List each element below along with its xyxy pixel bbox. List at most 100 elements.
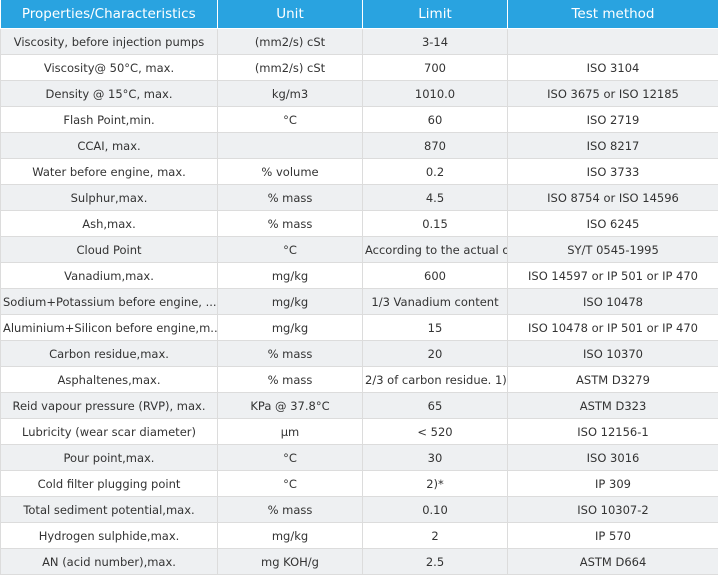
cell-limit: 2/3 of carbon residue. 1)* (363, 367, 508, 393)
cell-unit: % mass (218, 185, 363, 211)
cell-unit: % volume (218, 159, 363, 185)
cell-property: Sodium+Potassium before engine, ... (1, 289, 218, 315)
header-test-method: Test method (508, 0, 718, 29)
cell-test-method: IP 309 (508, 471, 718, 497)
cell-test-method: ISO 10478 (508, 289, 718, 315)
cell-limit: 0.10 (363, 497, 508, 523)
cell-test-method: IP 570 (508, 523, 718, 549)
cell-test-method: ISO 14597 or IP 501 or IP 470 (508, 263, 718, 289)
cell-property: Total sediment potential,max. (1, 497, 218, 523)
cell-limit: 0.2 (363, 159, 508, 185)
cell-limit: 60 (363, 107, 508, 133)
cell-test-method: ASTM D3279 (508, 367, 718, 393)
cell-property: Lubricity (wear scar diameter) (1, 419, 218, 445)
cell-property: Density @ 15°C, max. (1, 81, 218, 107)
cell-unit: (mm2/s) cSt (218, 55, 363, 81)
table-row: Aluminium+Silicon before engine,m...mg/k… (1, 315, 718, 341)
cell-test-method: ISO 10370 (508, 341, 718, 367)
cell-unit: mg/kg (218, 523, 363, 549)
cell-limit: 2)* (363, 471, 508, 497)
cell-test-method: ASTM D323 (508, 393, 718, 419)
table-row: Reid vapour pressure (RVP), max.KPa @ 37… (1, 393, 718, 419)
cell-limit: 600 (363, 263, 508, 289)
cell-limit: 15 (363, 315, 508, 341)
cell-property: Ash,max. (1, 211, 218, 237)
header-unit: Unit (218, 0, 363, 29)
cell-unit: % mass (218, 211, 363, 237)
table-body: Viscosity, before injection pumps(mm2/s)… (1, 29, 718, 575)
cell-property: Water before engine, max. (1, 159, 218, 185)
cell-test-method: ISO 2719 (508, 107, 718, 133)
cell-test-method (508, 29, 718, 55)
cell-unit: KPa @ 37.8°C (218, 393, 363, 419)
cell-limit: 870 (363, 133, 508, 159)
cell-limit: 20 (363, 341, 508, 367)
cell-unit: °C (218, 107, 363, 133)
cell-limit: 2 (363, 523, 508, 549)
cell-unit: kg/m3 (218, 81, 363, 107)
cell-limit: < 520 (363, 419, 508, 445)
cell-test-method: ISO 12156-1 (508, 419, 718, 445)
cell-unit: mg/kg (218, 289, 363, 315)
cell-unit: °C (218, 445, 363, 471)
cell-test-method: ISO 3104 (508, 55, 718, 81)
header-limit: Limit (363, 0, 508, 29)
cell-property: Cold filter plugging point (1, 471, 218, 497)
cell-property: Sulphur,max. (1, 185, 218, 211)
header-properties: Properties/Characteristics (1, 0, 218, 29)
cell-unit: % mass (218, 367, 363, 393)
cell-property: Vanadium,max. (1, 263, 218, 289)
cell-property: Pour point,max. (1, 445, 218, 471)
cell-unit: °C (218, 237, 363, 263)
cell-test-method: ISO 10307-2 (508, 497, 718, 523)
cell-unit: °C (218, 471, 363, 497)
cell-property: Aluminium+Silicon before engine,m... (1, 315, 218, 341)
cell-unit: µm (218, 419, 363, 445)
table-row: Viscosity, before injection pumps(mm2/s)… (1, 29, 718, 55)
cell-limit: 1010.0 (363, 81, 508, 107)
cell-unit (218, 133, 363, 159)
cell-property: Reid vapour pressure (RVP), max. (1, 393, 218, 419)
cell-limit: 30 (363, 445, 508, 471)
cell-property: Flash Point,min. (1, 107, 218, 133)
cell-test-method: ISO 3016 (508, 445, 718, 471)
cell-test-method: ISO 3733 (508, 159, 718, 185)
cell-limit: 4.5 (363, 185, 508, 211)
cell-property: Viscosity, before injection pumps (1, 29, 218, 55)
cell-test-method: SY/T 0545-1995 (508, 237, 718, 263)
cell-limit: According to the actual off (363, 237, 508, 263)
cell-limit: 1/3 Vanadium content (363, 289, 508, 315)
cell-test-method: ISO 3675 or ISO 12185 (508, 81, 718, 107)
cell-test-method: ISO 8217 (508, 133, 718, 159)
cell-test-method: ISO 6245 (508, 211, 718, 237)
cell-limit: 3-14 (363, 29, 508, 55)
cell-unit: % mass (218, 341, 363, 367)
cell-unit: (mm2/s) cSt (218, 29, 363, 55)
cell-limit: 700 (363, 55, 508, 81)
cell-property: Asphaltenes,max. (1, 367, 218, 393)
cell-unit: % mass (218, 497, 363, 523)
cell-unit: mg/kg (218, 315, 363, 341)
cell-property: Carbon residue,max. (1, 341, 218, 367)
cell-property: CCAI, max. (1, 133, 218, 159)
cell-unit: mg/kg (218, 263, 363, 289)
header-row: Properties/Characteristics Unit Limit Te… (1, 0, 718, 29)
cell-property: Viscosity@ 50°C, max. (1, 55, 218, 81)
cell-property: Cloud Point (1, 237, 218, 263)
